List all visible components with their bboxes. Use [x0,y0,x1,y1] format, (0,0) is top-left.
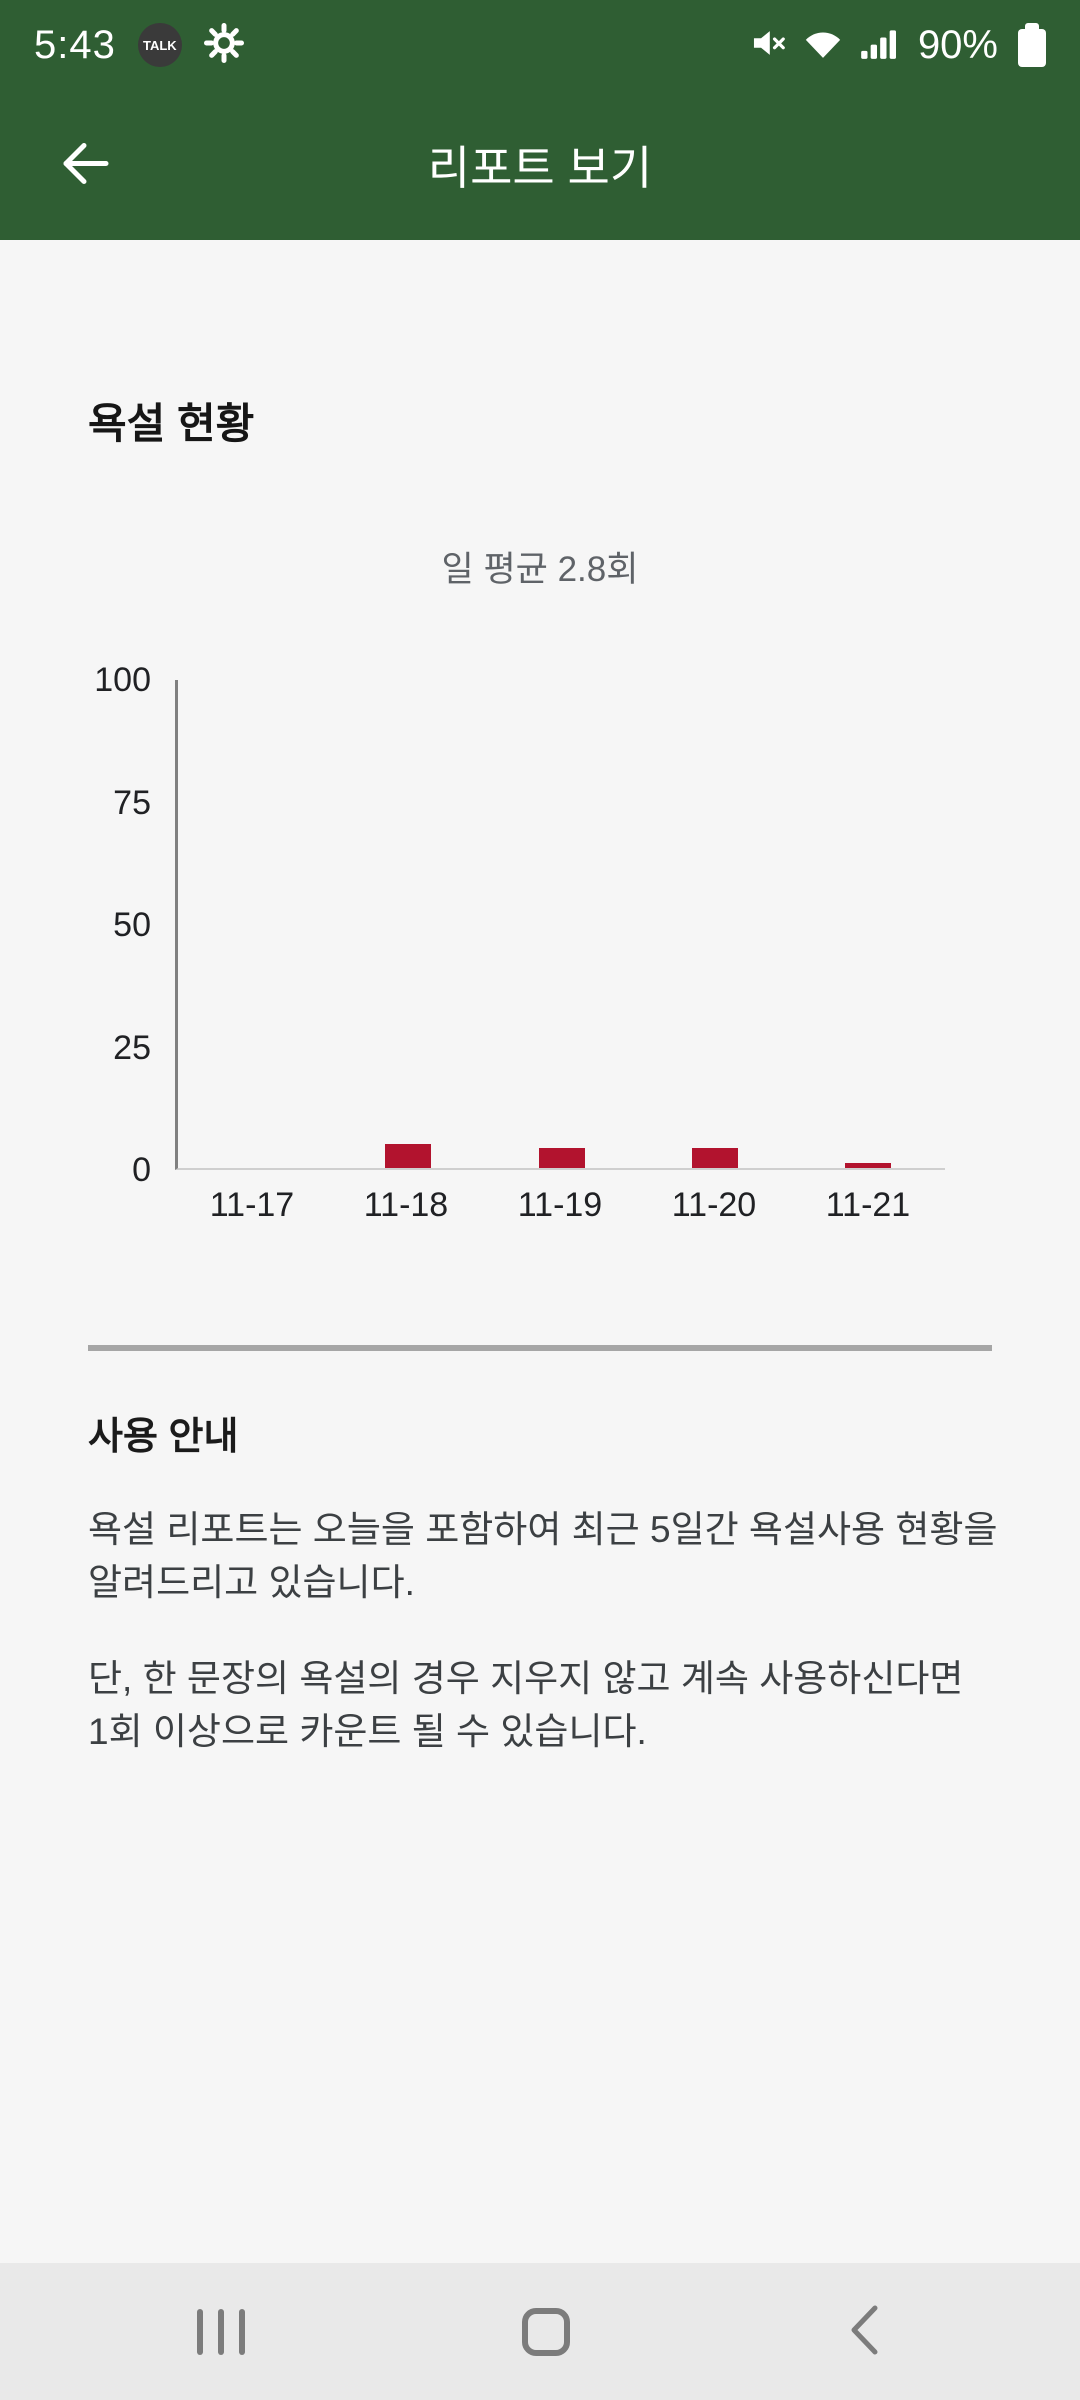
x-tick-label: 11-17 [209,1186,295,1224]
y-tick-label: 75 [113,783,151,822]
y-tick-label: 25 [113,1028,151,1067]
settings-notification-icon [203,22,244,68]
guide-paragraph-2: 단, 한 문장의 욕설의 경우 지우지 않고 계속 사용하신다면 1회 이상으로… [88,1658,964,1752]
mute-icon [750,24,788,67]
app-bar: 리포트 보기 [0,90,1080,240]
status-bar-left: 5:43 TALK [34,22,244,68]
chart-bar [845,1163,892,1168]
bar-slot [178,680,331,1168]
plot-area [175,680,945,1170]
back-arrow-icon [56,143,112,195]
back-button[interactable] [48,128,120,203]
section-divider [88,1345,992,1351]
bar-slot [331,680,484,1168]
x-axis-labels: 11-17 11-18 11-19 11-20 11-21 [175,1186,945,1225]
navigation-bar [0,2263,1080,2400]
bar-slot [485,680,638,1168]
profanity-bar-chart: 0 25 50 75 100 11-17 11-18 11-19 11-20 11-21 [0,663,1080,1225]
battery-icon [1018,23,1046,67]
y-tick-label: 0 [132,1151,151,1189]
home-icon [522,2307,570,2356]
clock: 5:43 [34,22,116,67]
guide-paragraph-1: 욕설 리포트는 오늘을 포함하여 최근 5일간 욕설사용 현황을 알려드리고 있… [88,1509,998,1603]
chart-bar [538,1148,585,1168]
section-title: 욕설 현황 [88,400,255,447]
signal-icon [858,24,896,67]
x-tick-label: 11-20 [671,1186,757,1224]
recent-apps-icon [197,2308,245,2355]
battery-percent: 90% [917,22,998,67]
back-chevron-icon [847,2305,883,2360]
guide-title: 사용 안내 [88,1416,239,1458]
wifi-icon [802,25,844,66]
bar-slot [792,680,945,1168]
status-bar: 5:43 TALK [0,0,1080,90]
x-tick-label: 11-19 [517,1186,603,1224]
status-bar-right: 90% [750,23,1046,68]
home-button[interactable] [510,2296,582,2368]
y-axis-labels: 0 25 50 75 100 [40,663,175,1187]
chart-bar [691,1148,738,1168]
x-tick-label: 11-21 [825,1186,911,1224]
recent-apps-button[interactable] [185,2297,257,2367]
kakaotalk-notification-icon: TALK [137,23,182,67]
report-content: 욕설 현황 일 평균 2.8회 0 25 50 75 100 11-17 11-18 11-… [0,240,1080,1758]
y-tick-label: 50 [113,906,151,944]
back-nav-button[interactable] [835,2291,895,2372]
x-tick-label: 11-18 [363,1186,449,1224]
chart-bar [385,1143,432,1168]
bar-slot [638,680,791,1168]
page-title: 리포트 보기 [427,142,653,194]
y-tick-label: 100 [94,661,151,699]
chart-average-subtitle: 일 평균 2.8회 [441,550,639,589]
